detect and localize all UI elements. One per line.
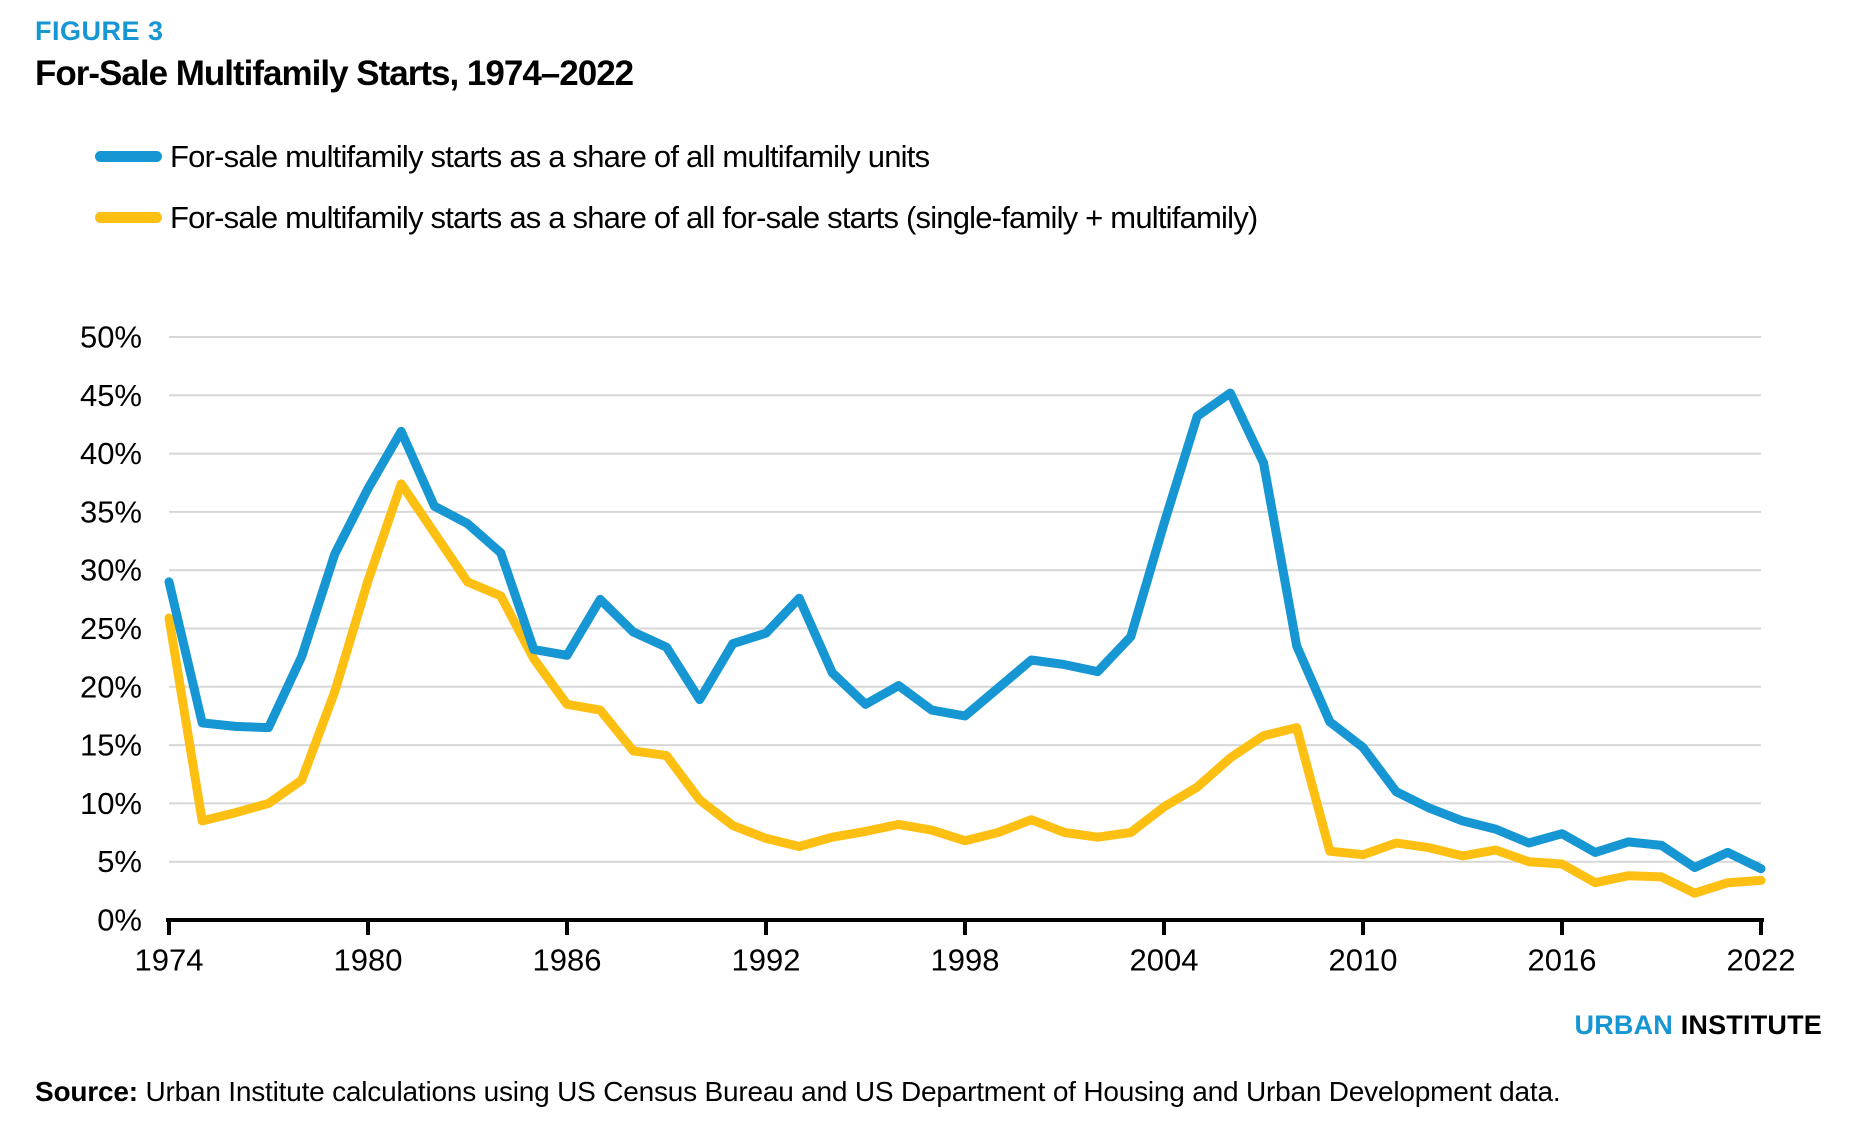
x-axis-label-2022: 2022: [1727, 942, 1796, 977]
y-axis-label-20: 20%: [80, 669, 142, 704]
legend-label-multifamily-units: For-sale multifamily starts as a share o…: [170, 139, 930, 174]
y-axis-label-40: 40%: [80, 436, 142, 471]
source-text: Urban Institute calculations using US Ce…: [137, 1076, 1561, 1107]
source-note: Source: Urban Institute calculations usi…: [35, 1076, 1561, 1108]
y-axis-label-5: 5%: [97, 844, 142, 879]
x-axis-label-2004: 2004: [1130, 942, 1199, 977]
legend-line-swatch-yellow: [95, 212, 162, 223]
y-axis-label-25: 25%: [80, 611, 142, 646]
x-axis-label-2010: 2010: [1329, 942, 1398, 977]
legend-line-swatch-blue: [95, 151, 162, 162]
x-axis-label-1986: 1986: [533, 942, 602, 977]
y-axis-label-0: 0%: [97, 903, 142, 938]
x-axis-label-1974: 1974: [135, 942, 204, 977]
logo-institute-text: INSTITUTE: [1680, 1010, 1822, 1040]
y-axis-label-15: 15%: [80, 728, 142, 763]
figure-label: FIGURE 3: [35, 16, 164, 46]
y-axis-label-50: 50%: [80, 320, 142, 355]
series-line-multifamily-units-share: [164, 388, 1766, 874]
page-title: For-Sale Multifamily Starts, 1974–2022: [35, 54, 634, 93]
y-axis-label-30: 30%: [80, 553, 142, 588]
legend-label-forsale-starts: For-sale multifamily starts as a share o…: [170, 200, 1258, 235]
x-axis-label-1980: 1980: [334, 942, 403, 977]
y-axis-label-35: 35%: [80, 494, 142, 529]
urban-institute-logo: URBAN INSTITUTE: [1480, 1010, 1822, 1041]
y-axis-label-10: 10%: [80, 786, 142, 821]
x-axis-label-1998: 1998: [931, 942, 1000, 977]
series-line-forsale-starts-share: [164, 479, 1766, 898]
source-label: Source:: [35, 1076, 138, 1107]
logo-urban-text: URBAN: [1574, 1010, 1673, 1040]
x-axis-label-1992: 1992: [732, 942, 801, 977]
x-axis-label-2016: 2016: [1528, 942, 1597, 977]
y-axis-label-45: 45%: [80, 378, 142, 413]
